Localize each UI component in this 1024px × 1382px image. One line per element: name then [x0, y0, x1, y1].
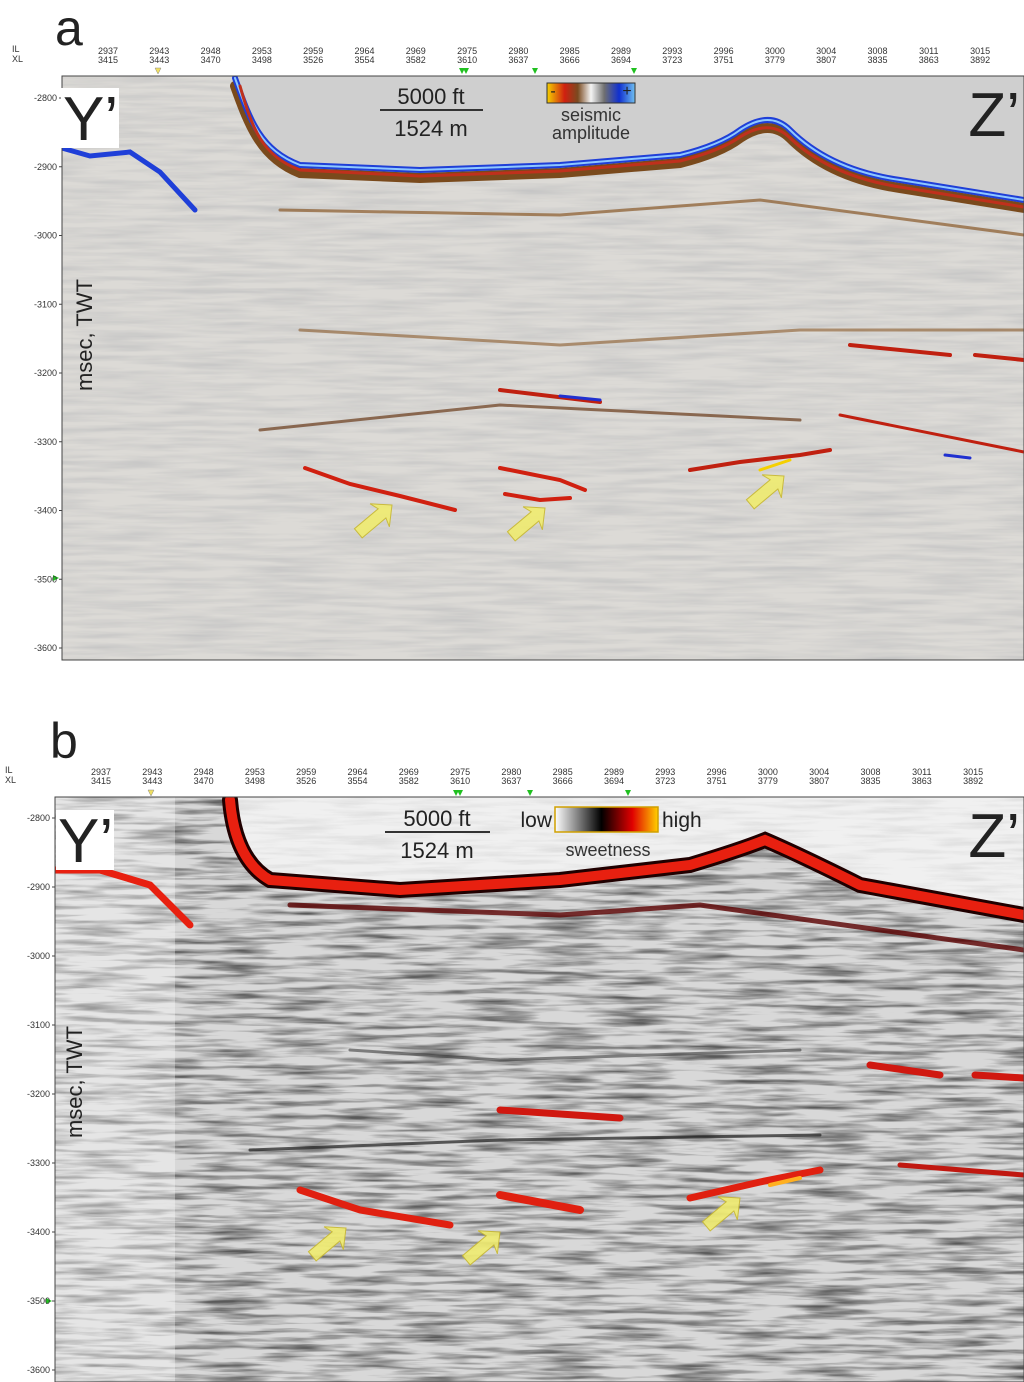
xl-tick-label: 3892: [963, 776, 983, 786]
xl-tick-label: 3892: [970, 55, 990, 65]
xl-tick-label: 3807: [809, 776, 829, 786]
page: aILXL29373415294334432948347029533498295…: [0, 0, 1024, 1382]
y-axis-title: msec, TWT: [62, 1026, 87, 1138]
xl-tick-label: 3470: [201, 55, 221, 65]
colorbar-end-label: low: [520, 809, 552, 832]
panel-label: a: [55, 0, 83, 56]
y-tick-label: -3300: [27, 1158, 50, 1168]
xl-tick-label: 3415: [91, 776, 111, 786]
section-end-label: Z’: [968, 81, 1020, 150]
y-tick-label: -3500: [27, 1296, 50, 1306]
y-tick-label: -3400: [34, 506, 57, 516]
scale-ft: 5000 ft: [403, 806, 470, 831]
y-tick-label: -3600: [34, 643, 57, 653]
y-tick-label: -2800: [34, 93, 57, 103]
axis-label: XL: [12, 54, 23, 64]
well-marker: [155, 68, 161, 74]
xl-tick-label: 3863: [912, 776, 932, 786]
xl-tick-label: 3723: [662, 55, 682, 65]
section-end-label: Z’: [968, 802, 1020, 871]
xl-tick-label: 3610: [457, 55, 477, 65]
xl-tick-label: 3723: [655, 776, 675, 786]
y-tick-label: -3000: [27, 951, 50, 961]
scale-m: 1524 m: [394, 116, 467, 141]
xl-tick-label: 3807: [816, 55, 836, 65]
xl-tick-label: 3637: [508, 55, 528, 65]
colorbar: [555, 807, 658, 832]
section-end-label: Y’: [63, 85, 118, 154]
panel-label: b: [50, 713, 78, 769]
y-tick-label: -3500: [34, 574, 57, 584]
xl-tick-label: 3582: [399, 776, 419, 786]
xl-tick-label: 3666: [553, 776, 573, 786]
sweetness-section: [55, 797, 1024, 1382]
y-axis-title: msec, TWT: [72, 279, 97, 391]
y-tick-label: -3200: [34, 368, 57, 378]
axis-label: XL: [5, 775, 16, 785]
y-tick-label: -2900: [34, 162, 57, 172]
xl-tick-label: 3863: [919, 55, 939, 65]
colorbar-title: sweetness: [565, 840, 650, 860]
xl-tick-label: 3751: [707, 776, 727, 786]
xl-tick-label: 3526: [303, 55, 323, 65]
y-tick-label: -2900: [27, 882, 50, 892]
colorbar-end-label: high: [662, 809, 702, 832]
xl-tick-label: 3835: [860, 776, 880, 786]
xl-tick-label: 3498: [245, 776, 265, 786]
xl-tick-label: 3526: [296, 776, 316, 786]
xl-tick-label: 3835: [867, 55, 887, 65]
seismic-section: [62, 76, 1024, 660]
xl-tick-label: 3582: [406, 55, 426, 65]
xl-tick-label: 3415: [98, 55, 118, 65]
colorbar-end-label: -: [550, 83, 555, 100]
xl-tick-label: 3666: [560, 55, 580, 65]
y-tick-label: -3600: [27, 1365, 50, 1375]
y-tick-label: -2800: [27, 813, 50, 823]
xl-tick-label: 3554: [347, 776, 367, 786]
section-end-label: Y’: [58, 807, 113, 876]
figure: aILXL29373415294334432948347029533498295…: [0, 0, 1024, 1382]
xl-tick-label: 3694: [604, 776, 624, 786]
y-tick-label: -3200: [27, 1089, 50, 1099]
xl-tick-label: 3610: [450, 776, 470, 786]
xl-tick-label: 3443: [149, 55, 169, 65]
colorbar-title: seismic: [561, 105, 621, 125]
xl-tick-label: 3779: [758, 776, 778, 786]
xl-tick-label: 3779: [765, 55, 785, 65]
xl-tick-label: 3470: [194, 776, 214, 786]
axis-label: IL: [5, 765, 13, 775]
y-tick-label: -3100: [34, 299, 57, 309]
y-tick-label: -3000: [34, 231, 57, 241]
y-tick-label: -3400: [27, 1227, 50, 1237]
xl-tick-label: 3751: [714, 55, 734, 65]
xl-tick-label: 3443: [142, 776, 162, 786]
scale-ft: 5000 ft: [397, 84, 464, 109]
colorbar-end-label: +: [622, 83, 631, 100]
xl-tick-label: 3554: [354, 55, 374, 65]
axis-label: IL: [12, 44, 20, 54]
y-tick-label: -3100: [27, 1020, 50, 1030]
scale-m: 1524 m: [400, 838, 473, 863]
y-tick-label: -3300: [34, 437, 57, 447]
xl-tick-label: 3694: [611, 55, 631, 65]
well-marker: [148, 790, 154, 796]
xl-tick-label: 3498: [252, 55, 272, 65]
xl-tick-label: 3637: [501, 776, 521, 786]
colorbar-title: amplitude: [552, 123, 630, 143]
